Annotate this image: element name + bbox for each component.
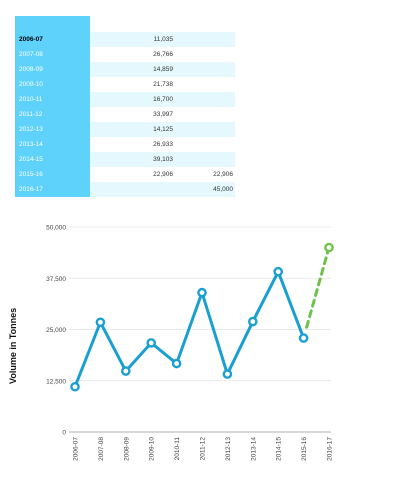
table-cell-forecast xyxy=(175,77,235,92)
table-cell-forecast xyxy=(175,107,235,122)
table-row: 2016-17 45,000 xyxy=(15,182,235,197)
x-tick-label: 2007-08 xyxy=(98,437,105,461)
table-cell-year: 2007-08 xyxy=(15,47,90,62)
table-cell-actual: 14,125 xyxy=(90,122,175,137)
x-tick-label: 2009-10 xyxy=(149,437,156,461)
table-header xyxy=(15,16,90,32)
table-row: 2012-13 14,125 xyxy=(15,122,235,137)
table-cell-forecast xyxy=(175,62,235,77)
table-row: 2006-07 11,035 xyxy=(15,32,235,47)
data-point xyxy=(298,333,309,343)
data-point xyxy=(222,369,233,379)
y-tick-label: 0 xyxy=(62,430,66,437)
table-row: 2007-08 26,766 xyxy=(15,47,235,62)
y-tick-label: 37,500 xyxy=(46,276,66,283)
table-row: 2015-16 22,906 22,906 xyxy=(15,167,235,182)
table-cell-year: 2011-12 xyxy=(15,107,90,122)
chart-ticks: 0 12,500 25,000 37,500 50,000 2006-07 2007-08 2… xyxy=(46,225,333,461)
x-tick-label: 2008-09 xyxy=(123,437,130,461)
data-table: 2006-07 11,035 2007-08 26,766 2008-09 14,859 2… xyxy=(15,16,235,197)
chart-lines xyxy=(73,246,331,389)
table-cell-year: 2010-11 xyxy=(15,92,90,107)
data-point xyxy=(197,287,207,298)
x-tick-label: 2013-14 xyxy=(250,437,257,461)
y-axis-label: Volume in Tonnes xyxy=(8,308,18,384)
table-cell-actual: 11,035 xyxy=(90,32,175,47)
table-cell-year: 2009-10 xyxy=(15,77,90,92)
x-tick-label: 2010-11 xyxy=(174,437,181,461)
table-cell-forecast: 22,906 xyxy=(175,167,235,182)
table-cell-actual: 26,933 xyxy=(90,137,175,152)
table-cell-actual: 22,906 xyxy=(90,167,175,182)
table-cell-actual: 33,997 xyxy=(90,107,175,122)
forecast-line xyxy=(305,246,331,329)
table-cell-year: 2008-09 xyxy=(15,62,90,77)
x-tick-label: 2011-12 xyxy=(200,437,207,461)
y-tick-label: 25,000 xyxy=(46,327,66,334)
actual-line xyxy=(73,270,306,389)
y-tick-label: 50,000 xyxy=(46,225,66,232)
table-cell-forecast xyxy=(175,92,235,107)
data-point xyxy=(70,381,80,392)
table-cell-actual xyxy=(90,182,175,197)
table-cell-actual: 14,859 xyxy=(90,62,175,77)
data-point xyxy=(324,242,334,253)
x-tick-label: 2012-13 xyxy=(225,437,232,461)
y-tick-label: 12,500 xyxy=(46,378,66,385)
chart-points xyxy=(70,242,334,392)
table-cell-forecast xyxy=(175,47,235,62)
table-cell-year: 2013-14 xyxy=(15,137,90,152)
table-row: 2010-11 16,700 xyxy=(15,92,235,107)
x-tick-label: 2014-15 xyxy=(276,437,283,461)
table-cell-actual: 21,738 xyxy=(90,77,175,92)
table-cell-year: 2012-13 xyxy=(15,122,90,137)
table-row: 2008-09 14,859 xyxy=(15,62,235,77)
data-point xyxy=(146,338,156,348)
table-cell-forecast xyxy=(175,137,235,152)
x-tick-label: 2016-17 xyxy=(327,437,334,461)
table-cell-actual: 16,700 xyxy=(90,92,175,107)
data-point xyxy=(95,317,106,328)
table-cell-year: 2015-16 xyxy=(15,167,90,182)
x-tick-label: 2015-16 xyxy=(301,437,308,461)
chart-grid xyxy=(69,226,331,433)
table-cell-forecast xyxy=(175,122,235,137)
data-point xyxy=(273,266,284,277)
table-row: 2013-14 26,933 xyxy=(15,137,235,152)
data-point xyxy=(121,366,131,376)
table-cell-forecast: 45,000 xyxy=(175,182,235,197)
table-cell-actual: 39,103 xyxy=(90,152,175,167)
table-cell-year: 2014-15 xyxy=(15,152,90,167)
table-body: 2006-07 11,035 2007-08 26,766 2008-09 14,859 2… xyxy=(15,32,235,197)
table-cell-forecast xyxy=(175,32,235,47)
table-cell-year: 2016-17 xyxy=(15,182,90,197)
data-point xyxy=(247,316,258,327)
table-row: 2014-15 39,103 xyxy=(15,152,235,167)
x-tick-label: 2006-07 xyxy=(73,437,80,461)
table-cell-forecast xyxy=(175,152,235,167)
table-row: 2009-10 21,738 xyxy=(15,77,235,92)
table-cell-actual: 26,766 xyxy=(90,47,175,62)
table-row: 2011-12 33,997 xyxy=(15,107,235,122)
data-point xyxy=(171,358,182,369)
table-cell-year: 2006-07 xyxy=(15,32,90,47)
